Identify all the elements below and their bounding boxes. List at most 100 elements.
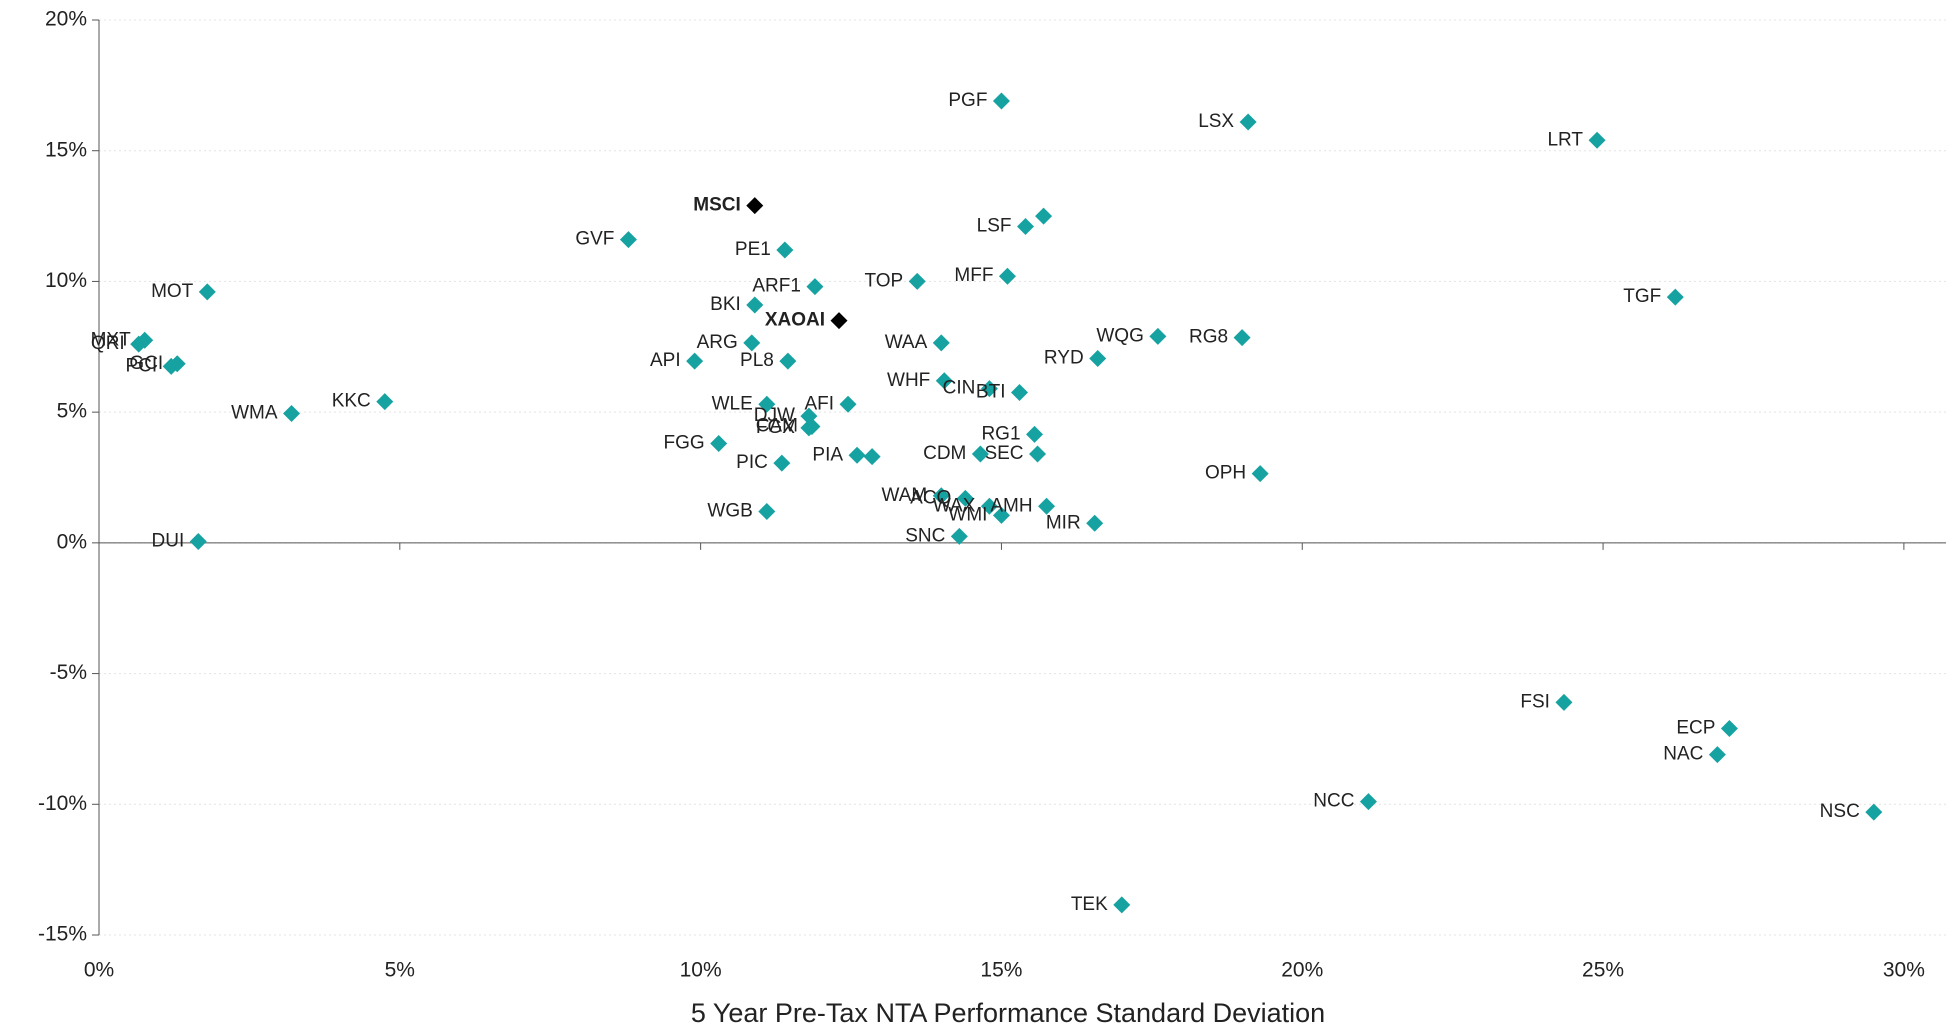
x-tick-label: 20% [1281,959,1323,982]
point [971,445,989,463]
point [746,296,764,314]
y-tick-label: -10% [38,792,87,815]
point-label: PIA [812,444,843,465]
x-axis-title: 5 Year Pre-Tax NTA Performance Standard … [691,998,1325,1028]
x-tick-label: 0% [84,959,114,982]
point-label: RG1 [981,423,1020,444]
point-label: RG8 [1189,327,1228,348]
point-label: WQG [1096,325,1144,346]
point [619,231,637,249]
point-label: ARF1 [752,276,801,297]
point-label: TOP [864,270,903,291]
point [1251,465,1269,483]
point [189,533,207,551]
point [376,393,394,411]
point [1149,327,1167,345]
point-label: PL8 [740,350,774,371]
point [1026,425,1044,443]
point [743,334,761,352]
point [283,404,301,422]
point-label: QRI [91,333,125,354]
point [198,283,216,301]
point-label: WAX [933,495,976,516]
point-label: API [650,350,681,371]
y-tick-label: 5% [57,400,87,423]
point-label: GCI [129,353,163,374]
point [932,334,950,352]
point [779,352,797,370]
point-label: NAC [1663,744,1703,765]
point [1035,207,1053,225]
point [1089,350,1107,368]
point [830,312,848,330]
point [935,372,953,390]
point-label: MSCI [693,195,741,216]
point [758,395,776,413]
point [992,92,1010,110]
point [1113,896,1131,914]
y-tick-label: 20% [45,8,87,31]
point [1708,746,1726,764]
point [1086,514,1104,532]
point-label: DUI [152,531,185,552]
point-label: MXT [91,329,132,350]
point [776,241,794,259]
point-label: RYD [1044,348,1084,369]
point-label: PIC [736,452,768,473]
point [1555,693,1573,711]
point-label: ECP [1676,717,1715,738]
point-label: WGB [707,501,752,522]
point-label: GVF [575,229,614,250]
point [956,489,974,507]
point [950,527,968,545]
point [992,506,1010,524]
point-label: AFI [804,393,834,414]
point [746,197,764,215]
point [168,355,186,373]
point [1038,497,1056,515]
point-label: LRT [1547,129,1583,150]
point-label: WAM [882,485,928,506]
y-tick-label: -5% [50,661,87,684]
point [1239,113,1257,131]
point-label: CAM [756,416,798,437]
point [848,446,866,464]
point [1017,218,1035,236]
point-label: BKI [710,294,741,315]
x-tick-label: 5% [385,959,415,982]
point [1588,131,1606,149]
point-label: AMH [990,495,1032,516]
point-label: ARG [697,332,738,353]
x-tick-label: 10% [680,959,722,982]
point-label: MFF [954,265,993,286]
point [839,395,857,413]
point [980,380,998,398]
point-label: PCI [126,355,158,376]
point [980,497,998,515]
point-label: WLE [712,393,753,414]
point-label: WMA [231,402,278,423]
point-label: TEK [1071,894,1108,915]
point-label: PGF [948,90,987,111]
point [908,272,926,290]
x-tick-label: 15% [980,959,1022,982]
point-label: TGF [1623,286,1661,307]
point [932,487,950,505]
point-label: DJW [754,405,795,426]
point [136,331,154,349]
point [1359,793,1377,811]
point-label: ACQ [910,487,951,508]
point-label: XAOAI [765,310,825,331]
x-tick-label: 25% [1582,959,1624,982]
point-label: CDM [923,443,966,464]
point-label: SEC [984,443,1023,464]
point [803,418,821,436]
point [686,352,704,370]
point [758,502,776,520]
point-label: NSC [1820,801,1860,822]
point-label: FGG [664,433,705,454]
point-label: MIR [1046,512,1081,533]
point-label: PE1 [735,239,771,260]
point [806,278,824,296]
